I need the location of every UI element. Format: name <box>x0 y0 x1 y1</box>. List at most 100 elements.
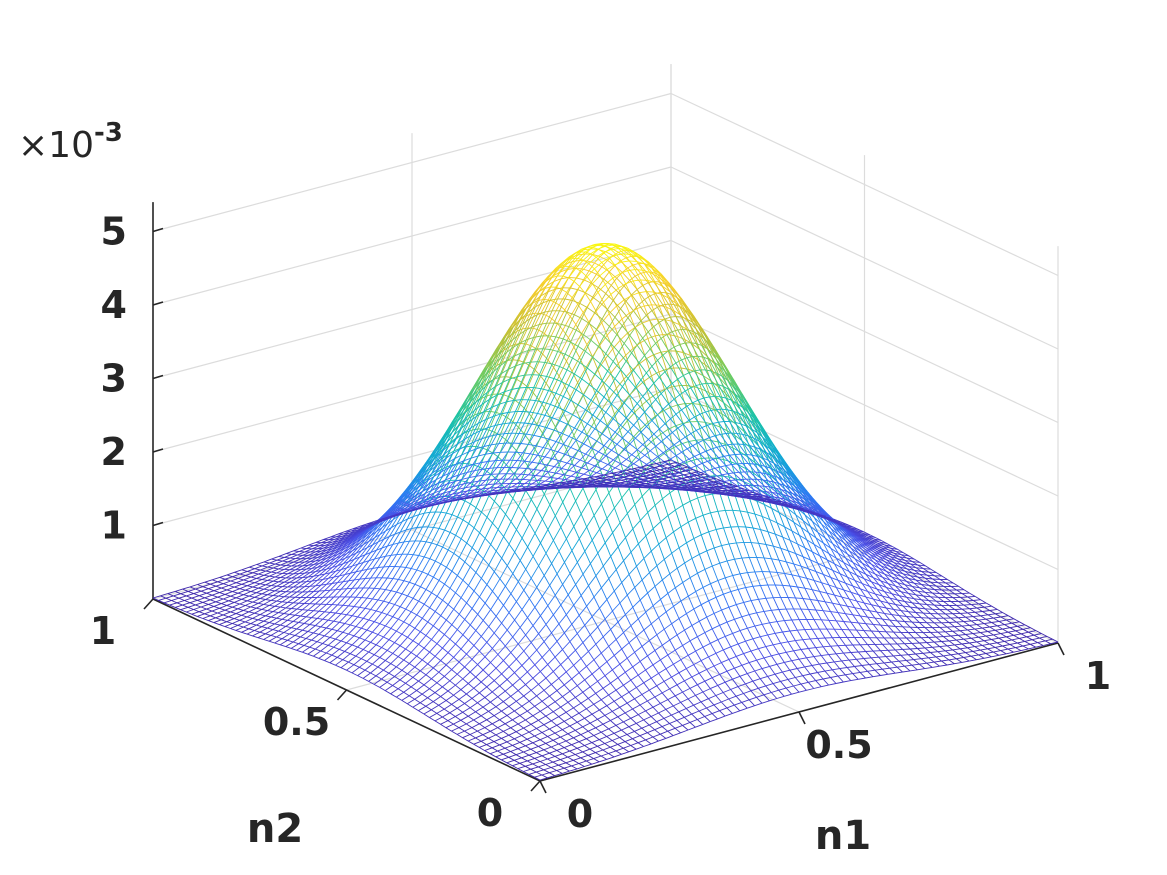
mesh-line-n1 <box>673 344 680 348</box>
mesh-line-n1 <box>828 654 835 663</box>
mesh-line-n1 <box>553 614 560 625</box>
mesh-line-n1 <box>569 641 576 651</box>
mesh-line-n1 <box>701 483 708 486</box>
mesh-line-n1 <box>351 672 358 677</box>
mesh-line-n1 <box>531 454 538 463</box>
mesh-line-n1 <box>501 622 508 631</box>
mesh-line-n1 <box>243 594 250 597</box>
mesh-line-n1 <box>466 464 474 473</box>
mesh-line-n1 <box>943 586 950 591</box>
mesh-line-n1 <box>917 590 924 597</box>
mesh-line-n1 <box>932 646 939 653</box>
mesh-line-n1 <box>618 402 625 412</box>
mesh-line-n1 <box>357 646 364 650</box>
mesh-line-n1 <box>672 469 679 474</box>
mesh-line-n1 <box>686 318 693 323</box>
mesh-line-n1 <box>867 570 874 578</box>
mesh-line-n1 <box>583 469 590 475</box>
mesh-line-n1 <box>602 565 610 579</box>
mesh-line-n1 <box>458 699 465 704</box>
mesh-line-n1 <box>355 570 362 573</box>
mesh-line-n1 <box>943 655 950 661</box>
mesh-line-n1 <box>678 324 686 340</box>
mesh-line-n1 <box>261 593 268 596</box>
mesh-line-n1 <box>608 265 616 273</box>
mesh-line-n1 <box>636 636 643 647</box>
mesh-line-n1 <box>676 684 683 693</box>
mesh-line-n1 <box>783 662 791 671</box>
mesh-line-n1 <box>721 545 728 562</box>
mesh-line-n1 <box>296 608 303 611</box>
mesh-line-n1 <box>804 547 811 561</box>
mesh-line-n1 <box>551 563 558 575</box>
mesh-line-n1 <box>669 573 676 588</box>
mesh-line-n1 <box>679 436 686 442</box>
mesh-line-n1 <box>658 712 665 719</box>
mesh-line-n1 <box>471 658 478 665</box>
mesh-line-n1 <box>911 643 918 649</box>
mesh-line-n1 <box>575 268 582 279</box>
mesh-line-n1 <box>540 427 548 438</box>
mesh-line-n1 <box>643 629 650 641</box>
mesh-line-n1 <box>913 637 920 644</box>
mesh-line-n1 <box>608 578 615 592</box>
mesh-line-n1 <box>436 595 443 601</box>
mesh-line-n1 <box>567 513 575 527</box>
mesh-line-n1 <box>578 672 586 681</box>
mesh-line-n1 <box>791 574 798 588</box>
mesh-line-n1 <box>819 628 826 639</box>
mesh-line-n1 <box>421 659 428 665</box>
mesh-line-n1 <box>906 568 913 574</box>
mesh-line-n1 <box>623 747 630 753</box>
mesh-line-n1 <box>626 702 633 710</box>
mesh-line-n1 <box>486 516 493 524</box>
mesh-line-n1 <box>527 617 534 626</box>
mesh-line-n1 <box>675 359 682 364</box>
mesh-line-n1 <box>950 635 957 641</box>
mesh-line-n1 <box>577 334 585 347</box>
mesh-line-n1 <box>254 596 261 599</box>
mesh-line-n1 <box>863 658 870 665</box>
mesh-line-n1 <box>684 562 691 578</box>
mesh-line-n1 <box>699 450 706 455</box>
mesh-line-n1 <box>619 737 626 742</box>
mesh-line-n1 <box>678 711 685 718</box>
mesh-line-n1 <box>904 601 911 608</box>
mesh-line-n1 <box>455 427 463 440</box>
mesh-line-n1 <box>524 479 531 484</box>
mesh-line-n1 <box>593 515 601 530</box>
mesh-line-n1 <box>475 711 482 717</box>
mesh-line-n1 <box>541 732 548 737</box>
mesh-line-n1 <box>727 472 734 475</box>
mesh-line-n1 <box>498 354 505 368</box>
mesh-line-n1 <box>609 316 616 327</box>
mesh-line-n1 <box>835 587 843 598</box>
mesh-line-n1 <box>428 492 435 499</box>
mesh-line-n1 <box>499 434 506 440</box>
mesh-line-n1 <box>933 641 940 647</box>
mesh-line-n1 <box>390 627 397 632</box>
mesh-line-n1 <box>593 703 600 711</box>
mesh-line-n1 <box>254 612 261 616</box>
mesh-line-n1 <box>250 623 257 626</box>
mesh-line-n1 <box>550 441 557 450</box>
mesh-line-n1 <box>886 570 893 578</box>
mesh-line-n1 <box>745 587 752 601</box>
mesh-line-n1 <box>377 666 384 671</box>
mesh-line-n1 <box>433 526 440 529</box>
mesh-line-n1 <box>499 685 506 692</box>
mesh-line-n1 <box>557 287 564 300</box>
mesh-line-n1 <box>651 456 658 461</box>
mesh-line-n1 <box>551 275 558 279</box>
mesh-line-n1 <box>329 636 336 640</box>
mesh-line-n1 <box>518 427 525 434</box>
mesh-line-n1 <box>506 741 513 746</box>
mesh-line-n1 <box>564 257 571 265</box>
mesh-line-n1 <box>394 531 401 535</box>
mesh-line-n1 <box>558 623 565 634</box>
mesh-line-n1 <box>256 592 263 595</box>
mesh-line-n1 <box>381 678 388 683</box>
mesh-line-n1 <box>339 574 346 577</box>
mesh-line-n1 <box>802 520 810 533</box>
mesh-line-n1 <box>720 396 726 399</box>
